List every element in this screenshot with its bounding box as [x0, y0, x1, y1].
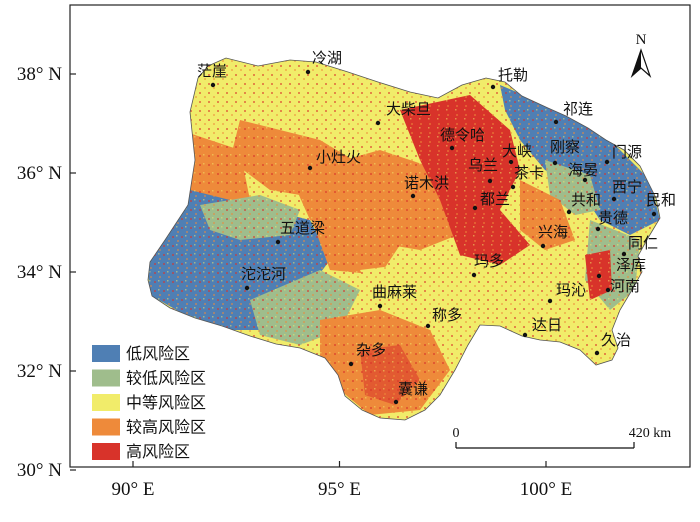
- place-dot: [377, 303, 383, 309]
- place-label: 大柴旦: [386, 100, 431, 118]
- place-label: 冷湖: [312, 49, 342, 67]
- place-dot: [553, 119, 559, 125]
- lon-tick-label: 95° E: [318, 479, 361, 500]
- place-label: 同仁: [628, 234, 658, 252]
- legend-label: 低风险区: [126, 344, 190, 363]
- longitude-axis: 90° E 95° E 100° E: [112, 461, 572, 500]
- place-label: 囊谦: [398, 380, 428, 398]
- place-label: 曲麻莱: [372, 283, 417, 301]
- lat-tick-label: 30° N: [17, 460, 62, 481]
- place-dot: [611, 196, 617, 202]
- place-dot: [472, 205, 478, 211]
- place-dot: [410, 193, 416, 199]
- place-dot: [244, 285, 250, 291]
- place-dot: [522, 332, 528, 338]
- place-label: 贵德: [598, 209, 628, 227]
- place-dot: [596, 273, 602, 279]
- place-dot: [449, 145, 455, 151]
- place-label: 祁连: [563, 100, 593, 118]
- lon-tick-label: 100° E: [520, 479, 572, 500]
- place-dot: [307, 165, 313, 171]
- lat-tick-label: 32° N: [17, 361, 62, 382]
- place-dot: [552, 160, 558, 166]
- place-dot: [375, 120, 381, 126]
- place-dot: [566, 209, 572, 215]
- place-label: 茫崖: [197, 62, 227, 80]
- place-label: 玛沁: [556, 281, 586, 299]
- place-label: 河南: [610, 277, 640, 295]
- north-arrow-label: N: [636, 32, 647, 48]
- place-label: 刚察: [550, 138, 580, 156]
- province-outline: [147, 57, 661, 421]
- place-dot: [651, 211, 657, 217]
- place-label: 沱沱河: [241, 265, 286, 283]
- lat-tick-label: 34° N: [17, 262, 62, 283]
- scale-start-label: 0: [453, 426, 460, 441]
- place-dot: [393, 399, 399, 405]
- place-dot: [275, 239, 281, 245]
- scale-bar: 0 420 km: [453, 426, 672, 449]
- north-arrow: N: [630, 32, 652, 78]
- place-dot: [604, 159, 610, 165]
- lon-tick-label: 90° E: [112, 479, 155, 500]
- place-label: 久治: [601, 331, 631, 349]
- legend-label: 高风险区: [126, 442, 190, 461]
- place-label: 德令哈: [440, 126, 485, 144]
- place-label: 杂多: [356, 341, 386, 359]
- place-label: 乌兰: [468, 156, 498, 174]
- legend-swatch: [92, 394, 120, 411]
- legend-label: 较低风险区: [126, 369, 206, 388]
- place-dot: [621, 251, 627, 257]
- place-label: 达日: [532, 316, 562, 334]
- place-dot: [547, 298, 553, 304]
- latitude-axis: 38° N 36° N 34° N 32° N 30° N: [17, 64, 76, 481]
- place-dot: [510, 184, 516, 190]
- place-label: 茶卡: [514, 164, 544, 182]
- place-label: 都兰: [480, 190, 510, 208]
- place-label: 门源: [612, 143, 642, 161]
- legend-swatch: [92, 418, 120, 436]
- scale-end-label: 420 km: [629, 426, 672, 441]
- place-dot: [490, 84, 496, 90]
- place-label: 泽库: [616, 256, 646, 274]
- place-label: 兴海: [538, 223, 568, 241]
- place-dot: [605, 287, 611, 293]
- place-dot: [471, 272, 477, 278]
- place-dot: [540, 243, 546, 249]
- place-dot: [487, 178, 493, 184]
- legend-label: 中等风险区: [126, 393, 206, 412]
- legend-swatch: [92, 443, 120, 460]
- place-dot: [595, 226, 601, 232]
- map-frame: [69, 4, 691, 468]
- place-label: 共和: [571, 191, 601, 209]
- place-dot: [348, 361, 354, 367]
- place-label: 西宁: [612, 178, 642, 196]
- place-dot: [425, 323, 431, 329]
- place-dot: [594, 350, 600, 356]
- place-label: 玛多: [474, 252, 504, 270]
- legend-swatch: [92, 345, 120, 362]
- lat-tick-label: 36° N: [17, 163, 62, 184]
- place-dot: [582, 177, 588, 183]
- place-label: 托勒: [498, 66, 528, 84]
- place-label: 称多: [432, 306, 462, 324]
- legend-swatch: [92, 369, 120, 387]
- lat-tick-label: 38° N: [17, 64, 62, 85]
- place-label: 海晏: [568, 161, 598, 179]
- place-dot: [305, 69, 311, 75]
- place-label: 五道梁: [280, 219, 325, 237]
- place-label: 小灶火: [316, 148, 361, 166]
- place-dot: [508, 159, 514, 165]
- legend-label: 较高风险区: [126, 418, 206, 437]
- place-label: 诺木洪: [404, 174, 449, 192]
- place-dot: [210, 82, 216, 88]
- place-label: 大峡: [502, 142, 532, 160]
- place-label: 民和: [646, 191, 676, 209]
